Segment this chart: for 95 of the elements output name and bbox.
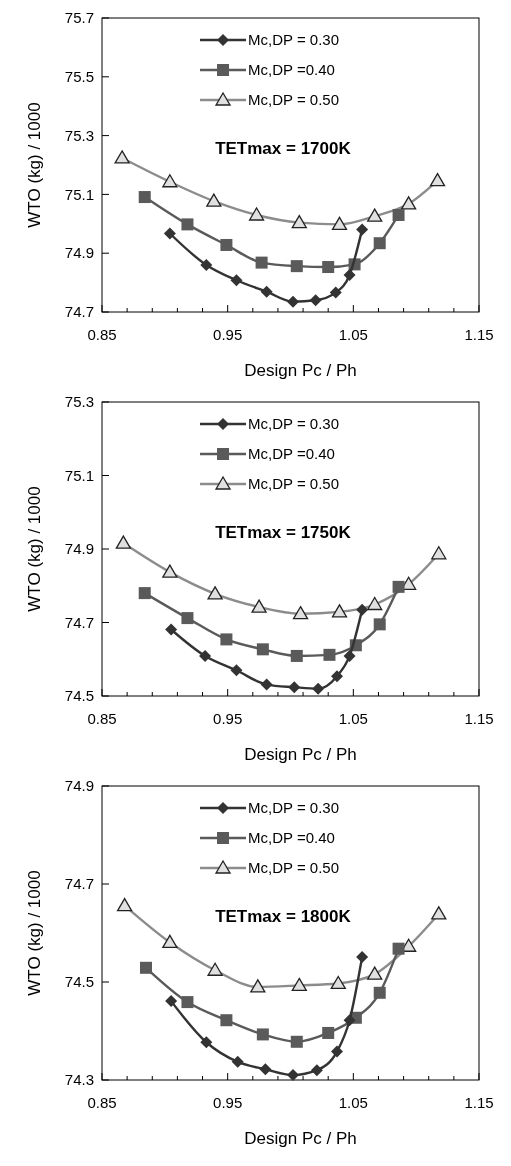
x-axis-title: Design Pc / Ph bbox=[244, 745, 357, 764]
point bbox=[331, 1045, 343, 1058]
y-tick-label: 75.5 bbox=[64, 68, 94, 86]
point bbox=[290, 260, 303, 273]
point bbox=[322, 261, 335, 274]
legend-label: Mc,DP = 0.30 bbox=[248, 415, 340, 433]
x-tick-label: 1.15 bbox=[464, 1094, 494, 1111]
x-tick-label: 1.05 bbox=[338, 326, 368, 343]
point bbox=[199, 649, 212, 662]
point bbox=[230, 274, 243, 287]
point bbox=[231, 1055, 244, 1068]
text: TETmax = 1700K bbox=[215, 139, 352, 158]
point bbox=[373, 237, 386, 250]
y-tick-label: 74.9 bbox=[64, 777, 94, 795]
point bbox=[200, 1036, 213, 1049]
y-axis-title: WTO (kg) / 1000 bbox=[25, 870, 44, 996]
point bbox=[220, 1014, 233, 1027]
x-tick-label: 0.85 bbox=[87, 326, 117, 343]
point bbox=[287, 295, 300, 308]
legend-label: Mc,DP =0.40 bbox=[248, 445, 335, 463]
point bbox=[181, 996, 194, 1009]
legend-label: Mc,DP = 0.50 bbox=[248, 475, 340, 493]
legend-label: Mc,DP =0.40 bbox=[248, 829, 335, 847]
x-axis-title: Design Pc / Ph bbox=[244, 1129, 357, 1148]
point bbox=[392, 580, 405, 593]
text: TETmax = 1800K bbox=[215, 907, 352, 926]
y-tick-label: 74.5 bbox=[64, 973, 94, 991]
point bbox=[392, 942, 405, 955]
y-tick-label: 75.3 bbox=[64, 126, 94, 144]
point bbox=[343, 268, 356, 281]
y-tick-label: 74.9 bbox=[64, 244, 94, 262]
point bbox=[165, 995, 178, 1008]
x-tick-label: 1.05 bbox=[338, 710, 368, 727]
point bbox=[181, 218, 194, 231]
y-axis-title: WTO (kg) / 1000 bbox=[25, 102, 44, 228]
point bbox=[331, 670, 343, 683]
legend-label: Mc,DP = 0.30 bbox=[248, 31, 340, 49]
x-tick-label: 0.85 bbox=[87, 1094, 117, 1111]
point bbox=[138, 191, 151, 204]
point bbox=[259, 1063, 272, 1076]
point bbox=[163, 227, 176, 240]
y-tick-label: 74.7 bbox=[64, 875, 94, 893]
point bbox=[309, 294, 322, 307]
point bbox=[373, 986, 386, 999]
point bbox=[323, 648, 336, 661]
point bbox=[356, 603, 369, 616]
y-tick-label: 74.7 bbox=[64, 303, 94, 321]
point bbox=[290, 649, 303, 662]
point bbox=[312, 682, 325, 695]
legend-label: Mc,DP =0.40 bbox=[248, 61, 335, 79]
y-tick-label: 75.1 bbox=[64, 466, 94, 484]
point bbox=[230, 664, 243, 677]
y-tick-label: 74.5 bbox=[64, 687, 94, 705]
legend-label: Mc,DP = 0.50 bbox=[248, 91, 340, 109]
x-tick-label: 0.95 bbox=[213, 1094, 243, 1111]
point bbox=[343, 1014, 356, 1027]
y-tick-label: 74.3 bbox=[64, 1071, 94, 1089]
x-tick-label: 1.15 bbox=[464, 326, 494, 343]
y-axis-title: WTO (kg) / 1000 bbox=[25, 486, 44, 612]
point bbox=[373, 618, 386, 631]
point bbox=[139, 961, 152, 974]
point bbox=[256, 643, 269, 656]
point bbox=[260, 678, 273, 691]
text: TETmax = 1750K bbox=[215, 523, 352, 542]
x-tick-label: 0.95 bbox=[213, 326, 243, 343]
y-tick-label: 74.9 bbox=[64, 540, 94, 558]
x-tick-label: 1.05 bbox=[338, 1094, 368, 1111]
point bbox=[329, 286, 342, 299]
y-tick-label: 75.3 bbox=[64, 393, 94, 411]
point bbox=[138, 587, 151, 600]
point bbox=[290, 1035, 303, 1048]
x-axis-title: Design Pc / Ph bbox=[244, 361, 357, 380]
point bbox=[260, 285, 273, 298]
y-tick-label: 74.7 bbox=[64, 613, 94, 631]
x-tick-label: 1.15 bbox=[464, 710, 494, 727]
point bbox=[392, 208, 405, 221]
point bbox=[220, 238, 233, 251]
legend-label: Mc,DP = 0.50 bbox=[248, 859, 340, 877]
point bbox=[343, 649, 356, 662]
point bbox=[322, 1026, 335, 1039]
point bbox=[310, 1064, 323, 1077]
y-tick-label: 75.1 bbox=[64, 185, 94, 203]
point bbox=[220, 633, 233, 646]
x-tick-label: 0.95 bbox=[213, 710, 243, 727]
y-tick-label: 75.7 bbox=[64, 9, 94, 27]
point bbox=[200, 258, 213, 271]
point bbox=[256, 1028, 269, 1041]
legend-label: Mc,DP = 0.30 bbox=[248, 799, 340, 817]
point bbox=[255, 256, 268, 269]
point bbox=[165, 623, 178, 636]
point bbox=[181, 612, 194, 625]
point bbox=[356, 951, 369, 964]
point bbox=[288, 681, 301, 694]
x-tick-label: 0.85 bbox=[87, 710, 117, 727]
point bbox=[356, 223, 369, 236]
